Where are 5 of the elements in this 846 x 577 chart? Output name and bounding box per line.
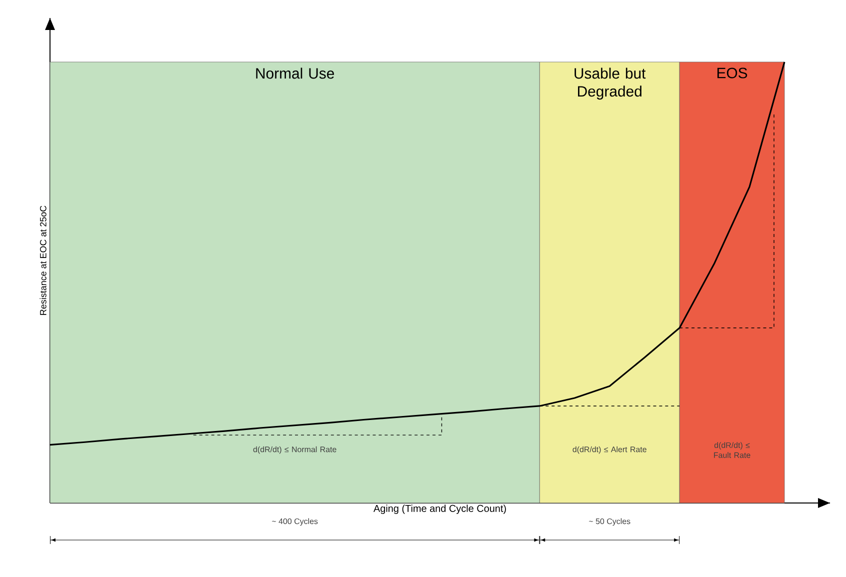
y-axis-title: Resistance at EOC at 25oC xyxy=(40,206,46,315)
annotation: EOS xyxy=(717,68,748,78)
annotation: Usable but Degraded xyxy=(574,68,646,100)
x-axis-title: Aging (Time and Cycle Count) xyxy=(373,504,506,514)
annotation: Normal Use xyxy=(256,68,334,79)
